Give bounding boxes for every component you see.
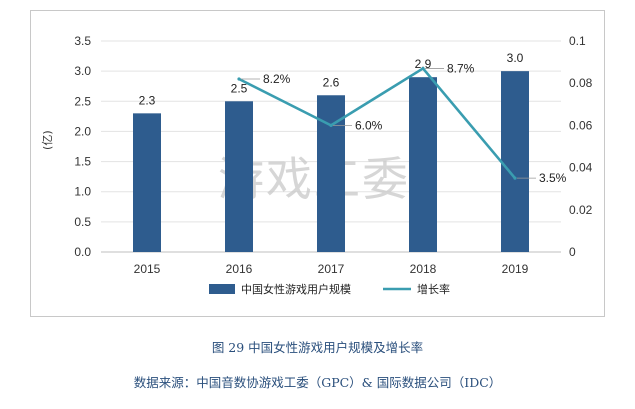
line-point xyxy=(237,77,241,81)
y2-tick-label: 0.06 xyxy=(569,118,593,132)
x-tick-label: 2015 xyxy=(134,262,161,276)
y-tick-label: 0.0 xyxy=(74,245,91,259)
y-tick-label: 2.5 xyxy=(74,94,91,108)
chart-frame: 游戏工委 2.3 2.5 2.6 2.9 3.0 8.2% 6.0% 8.7% 3.5% 0.… xyxy=(30,10,605,317)
legend-label-line: 增长率 xyxy=(417,282,450,296)
left-axis-ticks: 0.0 0.5 1.0 1.5 2.0 2.5 3.0 3.5 xyxy=(74,34,91,259)
right-axis-ticks: 0 0.02 0.04 0.06 0.08 0.1 xyxy=(569,34,593,259)
y-tick-label: 1.0 xyxy=(74,185,91,199)
line-value-label: 8.2% xyxy=(263,72,291,86)
bar xyxy=(133,113,161,252)
y-tick-label: 2.0 xyxy=(74,124,91,138)
x-tick-label: 2018 xyxy=(410,262,437,276)
bar-value-label: 2.9 xyxy=(415,57,432,71)
line-value-label: 6.0% xyxy=(355,118,383,132)
y2-tick-label: 0.08 xyxy=(569,76,593,90)
y2-tick-label: 0.02 xyxy=(569,203,593,217)
line-point xyxy=(329,123,333,127)
line-value-label: 3.5% xyxy=(539,171,567,185)
chart: 游戏工委 2.32.5 2.62.9 3.0 8.2%6.0%8.7%3.5% 0.… xyxy=(41,34,593,296)
x-tick-label: 2017 xyxy=(318,262,345,276)
x-tick-label: 2019 xyxy=(502,262,529,276)
x-axis-ticks: 2015 2016 2017 2018 2019 xyxy=(134,262,529,276)
y2-tick-label: 0.1 xyxy=(569,34,586,48)
bar-value-label: 2.5 xyxy=(231,81,248,95)
y-tick-label: 1.5 xyxy=(74,155,91,169)
data-source: 数据来源：中国音数协游戏工委（GPC）& 国际数据公司（IDC） xyxy=(133,375,502,390)
legend-label-bar: 中国女性游戏用户规模 xyxy=(241,282,351,296)
y-tick-label: 0.5 xyxy=(74,215,91,229)
bar xyxy=(225,101,253,253)
y-axis-title: (亿) xyxy=(41,130,54,150)
y-tick-label: 3.5 xyxy=(74,34,91,48)
growth-rate-line xyxy=(238,67,516,179)
line-point xyxy=(421,66,425,71)
y2-tick-label: 0 xyxy=(569,245,576,259)
bar xyxy=(409,77,437,253)
line-series: 8.2% 6.0% 8.7% 3.5% xyxy=(237,61,567,185)
y2-tick-label: 0.04 xyxy=(569,161,593,175)
legend: 中国女性游戏用户规模 增长率 xyxy=(209,282,450,296)
bar-value-label: 2.3 xyxy=(139,93,156,107)
line-value-label: 8.7% xyxy=(447,61,475,75)
bar-value-label: 3.0 xyxy=(507,51,524,65)
bar-value-label: 2.6 xyxy=(323,75,340,89)
bar xyxy=(501,71,529,252)
line-point xyxy=(513,176,517,180)
y-tick-label: 3.0 xyxy=(74,64,91,78)
legend-swatch-bar xyxy=(209,284,235,294)
bar-series: 2.3 2.5 2.6 2.9 3.0 xyxy=(133,51,529,253)
x-tick-label: 2016 xyxy=(226,262,253,276)
figure-caption: 图 29 中国女性游戏用户规模及增长率 xyxy=(211,340,424,355)
